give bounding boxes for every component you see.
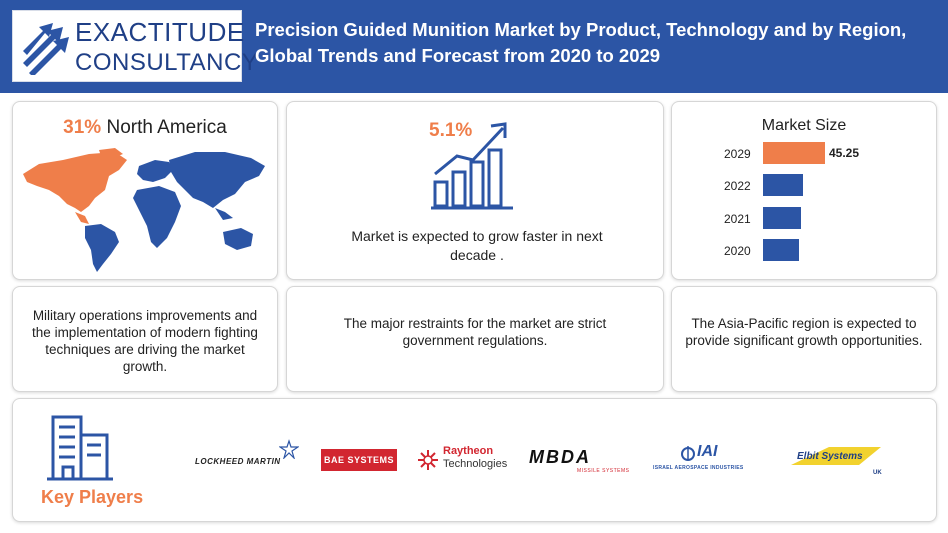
raytheon-text: Raytheon (443, 445, 494, 457)
market-size-title: Market Size (761, 117, 847, 134)
growth-chart-icon (431, 122, 513, 210)
logo-text-line1: EXACTITUDE (75, 17, 245, 47)
lockheed-martin-logo[interactable]: LOCKHEED MARTIN (195, 439, 299, 469)
bar-year-label: 2022 (724, 179, 751, 193)
region-name: North America (106, 117, 227, 138)
market-size-card: Market Size 2029 2022 2021 2020 45.25 (671, 101, 937, 280)
region-card: 31% North America (12, 101, 278, 280)
restraints-card: The major restraints for the market are … (286, 286, 664, 392)
sunburst-icon (418, 450, 438, 470)
bae-systems-logo[interactable]: BAE SYSTEMS (321, 449, 397, 471)
key-players-card: Key Players LOCKHEED MARTIN BAE SYSTEMS … (12, 398, 937, 522)
bar-year-label: 2021 (724, 212, 751, 226)
world-map-icon (23, 148, 265, 272)
restraints-text: The major restraints for the market are … (343, 316, 607, 348)
logo-text-line2: CONSULTANCY (75, 49, 259, 76)
bar-year-label: 2020 (724, 244, 751, 258)
bar-year-label: 2029 (724, 147, 751, 161)
region-share: 31% (63, 117, 102, 138)
iai-sub-text: ISRAEL AEROSPACE INDUSTRIES (653, 465, 744, 471)
elbit-sub-text: UK (873, 470, 882, 476)
building-icon (47, 415, 113, 481)
raytheon-logo[interactable]: Raytheon Technologies (417, 445, 525, 475)
drivers-card: Military operations improvements and the… (12, 286, 278, 392)
growth-description: Market is expected to grow faster in nex… (351, 228, 603, 263)
market-size-bar (763, 207, 801, 229)
cagr-value: 5.1% (429, 120, 473, 141)
market-size-bar (763, 174, 803, 196)
iai-logo[interactable]: IAI ISRAEL AEROSPACE INDUSTRIES (653, 443, 757, 479)
key-players-title: Key Players (41, 487, 144, 507)
elbit-swoosh-icon (791, 447, 881, 465)
elbit-systems-logo[interactable]: Elbit Systems UK (789, 443, 887, 479)
market-size-bar (763, 142, 825, 164)
iai-emblem-icon (681, 446, 695, 461)
bar-value-label: 45.25 (829, 146, 860, 160)
iai-text: IAI (697, 443, 718, 460)
arrows-logo-icon (23, 23, 69, 75)
drivers-text: Military operations improvements and the… (32, 308, 258, 374)
market-size-bar (763, 239, 799, 261)
page-title: Precision Guided Munition Market by Prod… (255, 17, 935, 69)
region-heading: 31% North America (13, 117, 277, 139)
bae-text: BAE SYSTEMS (323, 455, 394, 465)
growth-card: 5.1% Market is expected to grow faster i… (286, 101, 664, 280)
mbda-text: MBDA (529, 447, 591, 467)
mbda-logo[interactable]: MBDA MISSILE SYSTEMS (529, 447, 645, 477)
header-banner: EXACTITUDE CONSULTANCY Precision Guided … (0, 0, 948, 93)
company-logo[interactable]: EXACTITUDE CONSULTANCY (12, 10, 258, 82)
lockheed-text: LOCKHEED MARTIN (195, 457, 281, 466)
raytheon-tech-text: Technologies (443, 458, 508, 470)
star-icon (279, 439, 299, 459)
title-line1: Precision Guided Munition Market by Prod… (255, 19, 907, 40)
opportunities-text: The Asia-Pacific region is expected to p… (685, 316, 923, 348)
title-line2: Global Trends and Forecast from 2020 to … (255, 45, 661, 66)
opportunities-card: The Asia-Pacific region is expected to p… (671, 286, 937, 392)
mbda-sub-text: MISSILE SYSTEMS (577, 468, 630, 474)
elbit-text: Elbit Systems (797, 451, 863, 462)
